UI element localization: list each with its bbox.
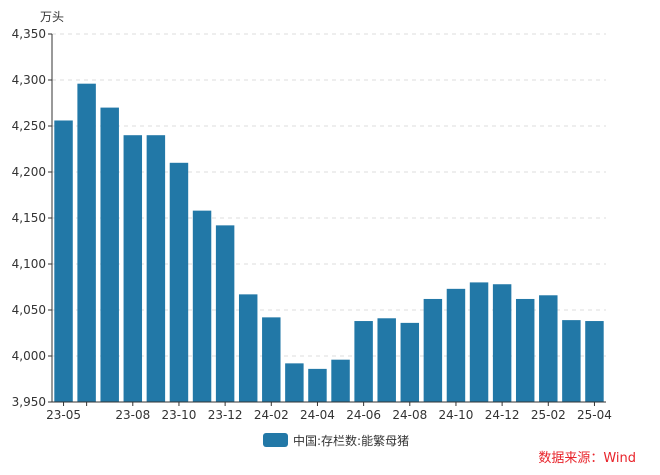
y-tick-label: 4,300: [12, 73, 46, 87]
bar[interactable]: [192, 210, 212, 402]
y-tick-label: 4,250: [12, 119, 46, 133]
x-tick-label: 25-04: [577, 408, 612, 422]
bar[interactable]: [54, 120, 73, 402]
legend-label: 中国:存栏数:能繁母猪: [293, 433, 409, 448]
x-tick-label: 24-12: [485, 408, 520, 422]
legend[interactable]: 中国:存栏数:能繁母猪: [263, 433, 409, 448]
bar[interactable]: [423, 298, 443, 402]
y-axis-ticks: 3,950 4,000 4,050 4,100 4,150 4,200 4,250 4,300…: [12, 27, 52, 409]
bar[interactable]: [215, 225, 235, 402]
bar-series: [54, 83, 604, 403]
bar[interactable]: [169, 162, 189, 402]
x-tick-label: 23-12: [208, 408, 243, 422]
x-tick-label: 23-10: [162, 408, 197, 422]
x-tick-label: 24-02: [254, 408, 289, 422]
bar[interactable]: [562, 320, 581, 402]
bar[interactable]: [377, 318, 396, 402]
y-tick-label: 4,050: [12, 303, 46, 317]
bar[interactable]: [492, 284, 512, 402]
x-tick-label: 23-05: [46, 408, 81, 422]
bar[interactable]: [331, 359, 350, 402]
bar[interactable]: [469, 282, 489, 402]
bar[interactable]: [446, 288, 466, 402]
y-tick-label: 4,100: [12, 257, 46, 271]
bar[interactable]: [308, 368, 327, 402]
bar[interactable]: [400, 322, 420, 402]
x-tick-label: 24-06: [346, 408, 381, 422]
bar[interactable]: [354, 321, 373, 402]
bar[interactable]: [262, 317, 281, 402]
x-tick-label: 24-10: [439, 408, 474, 422]
x-tick-label: 24-08: [392, 408, 427, 422]
bar[interactable]: [77, 83, 96, 403]
y-tick-label: 3,950: [12, 395, 46, 409]
bar[interactable]: [539, 295, 558, 402]
y-axis-unit-label: 万头: [40, 10, 64, 24]
y-tick-label: 4,350: [12, 27, 46, 41]
bar[interactable]: [585, 321, 604, 402]
x-tick-label: 23-08: [115, 408, 150, 422]
x-tick-label: 25-02: [531, 408, 566, 422]
x-tick-label: 24-04: [300, 408, 335, 422]
bar[interactable]: [515, 298, 535, 402]
bar[interactable]: [238, 294, 258, 402]
bar[interactable]: [146, 135, 166, 402]
data-source-note: 数据来源：Wind: [538, 451, 636, 466]
y-tick-label: 4,200: [12, 165, 46, 179]
x-axis-ticks: 23-05 23-08 23-10 23-12 24-02 24-04 24-06 24-08…: [46, 402, 612, 422]
bar[interactable]: [100, 107, 119, 402]
y-tick-label: 4,000: [12, 349, 46, 363]
bar[interactable]: [285, 363, 304, 402]
y-tick-label: 4,150: [12, 211, 46, 225]
legend-swatch: [263, 433, 288, 447]
bar[interactable]: [123, 135, 143, 402]
